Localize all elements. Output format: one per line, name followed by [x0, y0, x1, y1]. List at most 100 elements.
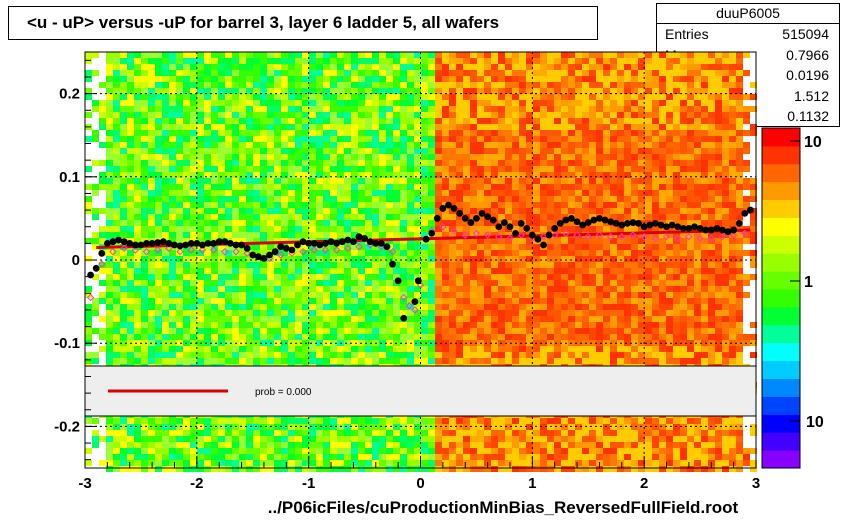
profile-mean-point: [148, 239, 156, 247]
profile-mean-point: [702, 226, 710, 234]
profile-mean-point: [461, 215, 469, 222]
profile-alt-point: [539, 232, 548, 241]
profile-mean-point: [735, 219, 743, 227]
profile-mean-point: [568, 215, 575, 222]
profile-mean-point: [545, 231, 553, 239]
palette-tick-label: 1: [804, 274, 813, 291]
palette-swatch: [762, 163, 800, 183]
profile-mean-point: [361, 234, 368, 242]
profile-alt-point: [651, 234, 660, 243]
profile-alt-point: [483, 231, 492, 239]
profile-mean-point: [299, 238, 307, 246]
chart-title-box: <u - uP> versus -uP for barrel 3, layer …: [8, 6, 598, 40]
profile-alt-point: [506, 234, 514, 243]
profile-mean-point: [394, 277, 402, 285]
profile-alt-point: [355, 242, 363, 251]
profile-mean-point: [450, 205, 458, 212]
profile-mean-point: [249, 251, 257, 259]
profile-mean-point: [115, 236, 122, 244]
profile-alt-point: [517, 231, 525, 239]
profile-mean-point: [355, 233, 363, 241]
profile-mean-point: [741, 210, 749, 217]
profile-mean-point: [204, 239, 212, 247]
profile-mean-point: [400, 314, 408, 322]
profile-mean-point: [322, 239, 329, 247]
profile-mean-point: [724, 228, 732, 236]
stats-value: 0.7966: [786, 46, 829, 63]
profile-mean-point: [338, 238, 346, 246]
profile-mean-point: [528, 231, 536, 239]
y-tick-label: -0.1: [54, 335, 80, 352]
profile-mean-point: [316, 241, 324, 249]
profile-alt-point: [562, 229, 570, 238]
palette-tick-label: 10: [804, 134, 822, 151]
profile-mean-point: [254, 253, 262, 261]
profile-mean-point: [707, 226, 715, 234]
palette-swatch: [762, 360, 800, 380]
profile-mean-point: [590, 216, 598, 224]
profile-mean-point: [171, 241, 178, 249]
profile-alt-point: [243, 249, 251, 258]
y-tick-label: 0.2: [59, 86, 80, 103]
profile-mean-point: [98, 249, 106, 257]
profile-mean-point: [232, 241, 240, 249]
profile-mean-point: [500, 219, 508, 226]
profile-alt-point: [741, 229, 749, 238]
profile-mean-point: [199, 241, 206, 249]
profile-mean-point: [187, 239, 195, 247]
profile-mean-point: [478, 210, 486, 217]
palette-swatch: [762, 306, 800, 326]
profile-mean-point: [618, 221, 626, 229]
profile-mean-point: [126, 239, 134, 247]
profile-mean-point: [663, 223, 670, 231]
color-palette: 10 1 10: [761, 127, 824, 469]
profile-alt-point: [472, 229, 481, 238]
profile-mean-point: [635, 219, 642, 227]
profile-mean-point: [221, 238, 229, 246]
profile-alt-point: [405, 302, 414, 310]
profile-alt-point: [165, 244, 173, 253]
profile-mean-point: [215, 238, 223, 246]
profile-mean-point: [120, 238, 128, 246]
profile-alt-point: [640, 232, 648, 241]
profile-alt-point: [718, 232, 727, 241]
profile-mean-point: [305, 239, 313, 247]
profile-alt-point: [629, 231, 637, 239]
profile-mean-point: [456, 210, 464, 217]
profile-mean-point: [551, 224, 559, 232]
profile-alt-point: [411, 306, 419, 314]
profile-mean-point: [92, 264, 100, 272]
profile-alt-point: [120, 244, 128, 253]
profile-alt-point: [707, 234, 715, 243]
profile-mean-point: [489, 216, 497, 224]
profile-mean-point: [674, 223, 682, 231]
profile-mean-point: [668, 221, 676, 229]
profile-alt-point: [221, 247, 229, 256]
profile-mean-point: [579, 221, 587, 229]
profile-mean-point: [657, 221, 665, 229]
profile-mean-point: [366, 238, 374, 246]
profile-alt-point: [198, 246, 207, 254]
stats-row-entries: Entries 515094: [657, 24, 839, 45]
y-tick-label: 0.1: [59, 169, 80, 186]
profile-alt-point: [573, 231, 581, 239]
profile-alt-point: [595, 231, 604, 239]
profile-mean-point: [445, 201, 452, 209]
profile-mean-point: [484, 213, 491, 221]
profile-alt-point: [584, 232, 592, 241]
profile-mean-point: [193, 239, 201, 247]
profile-mean-point: [696, 224, 704, 232]
profile-mean-point: [646, 221, 654, 229]
palette-swatch: [762, 145, 800, 165]
profile-mean-point: [685, 224, 693, 232]
profile-mean-point: [103, 239, 111, 247]
profile-alt-point: [400, 293, 408, 302]
legend-fit-label: prob = 0.000: [255, 387, 312, 398]
profile-mean-point: [226, 239, 234, 247]
profile-mean-point: [713, 224, 721, 232]
profile-mean-point: [277, 243, 285, 251]
profile-mean-point: [288, 246, 296, 254]
axes-layer: -3 -2 -1 0 1 2 3 -0.2 -0.1 0 0.1 0.2: [54, 59, 760, 492]
profile-mean-point: [651, 219, 659, 227]
